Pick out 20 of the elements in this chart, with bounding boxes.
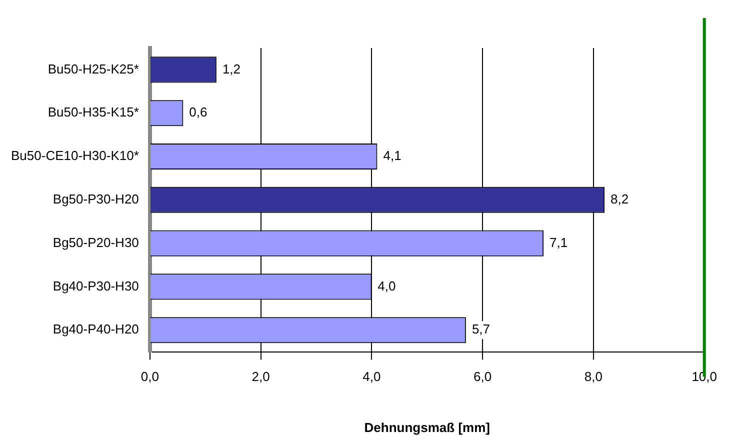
y-tick-label: Bu50-CE10-H30-K10*: [11, 148, 139, 164]
data-label: 4,0: [378, 278, 396, 294]
x-tick-label: 6,0: [474, 369, 492, 384]
x-tick-label: 0,0: [140, 369, 159, 384]
x-axis-title: Dehnungsmaß [mm]: [364, 420, 490, 435]
data-label: 8,2: [610, 191, 629, 206]
x-tick-label: 2,0: [252, 369, 270, 384]
data-label: 7,1: [550, 234, 568, 250]
data-label: 4,1: [383, 148, 402, 164]
y-tick-label: Bu50-H35-K15*: [48, 104, 139, 120]
y-tick-label: Bg40-P40-H20: [52, 322, 139, 337]
y-tick-label: Bg50-P20-H30: [52, 234, 139, 250]
y-tick-label: Bg40-P30-H30: [52, 278, 139, 294]
x-tick-label: 4,0: [362, 369, 381, 384]
data-label: 5,7: [472, 322, 490, 337]
data-label: 0,6: [189, 104, 208, 120]
y-tick-label: Bg50-P30-H20: [52, 191, 139, 206]
data-label: 1,2: [222, 61, 241, 76]
y-tick-label: Bu50-H25-K25*: [48, 61, 139, 76]
x-tick-label: 8,0: [584, 369, 602, 384]
